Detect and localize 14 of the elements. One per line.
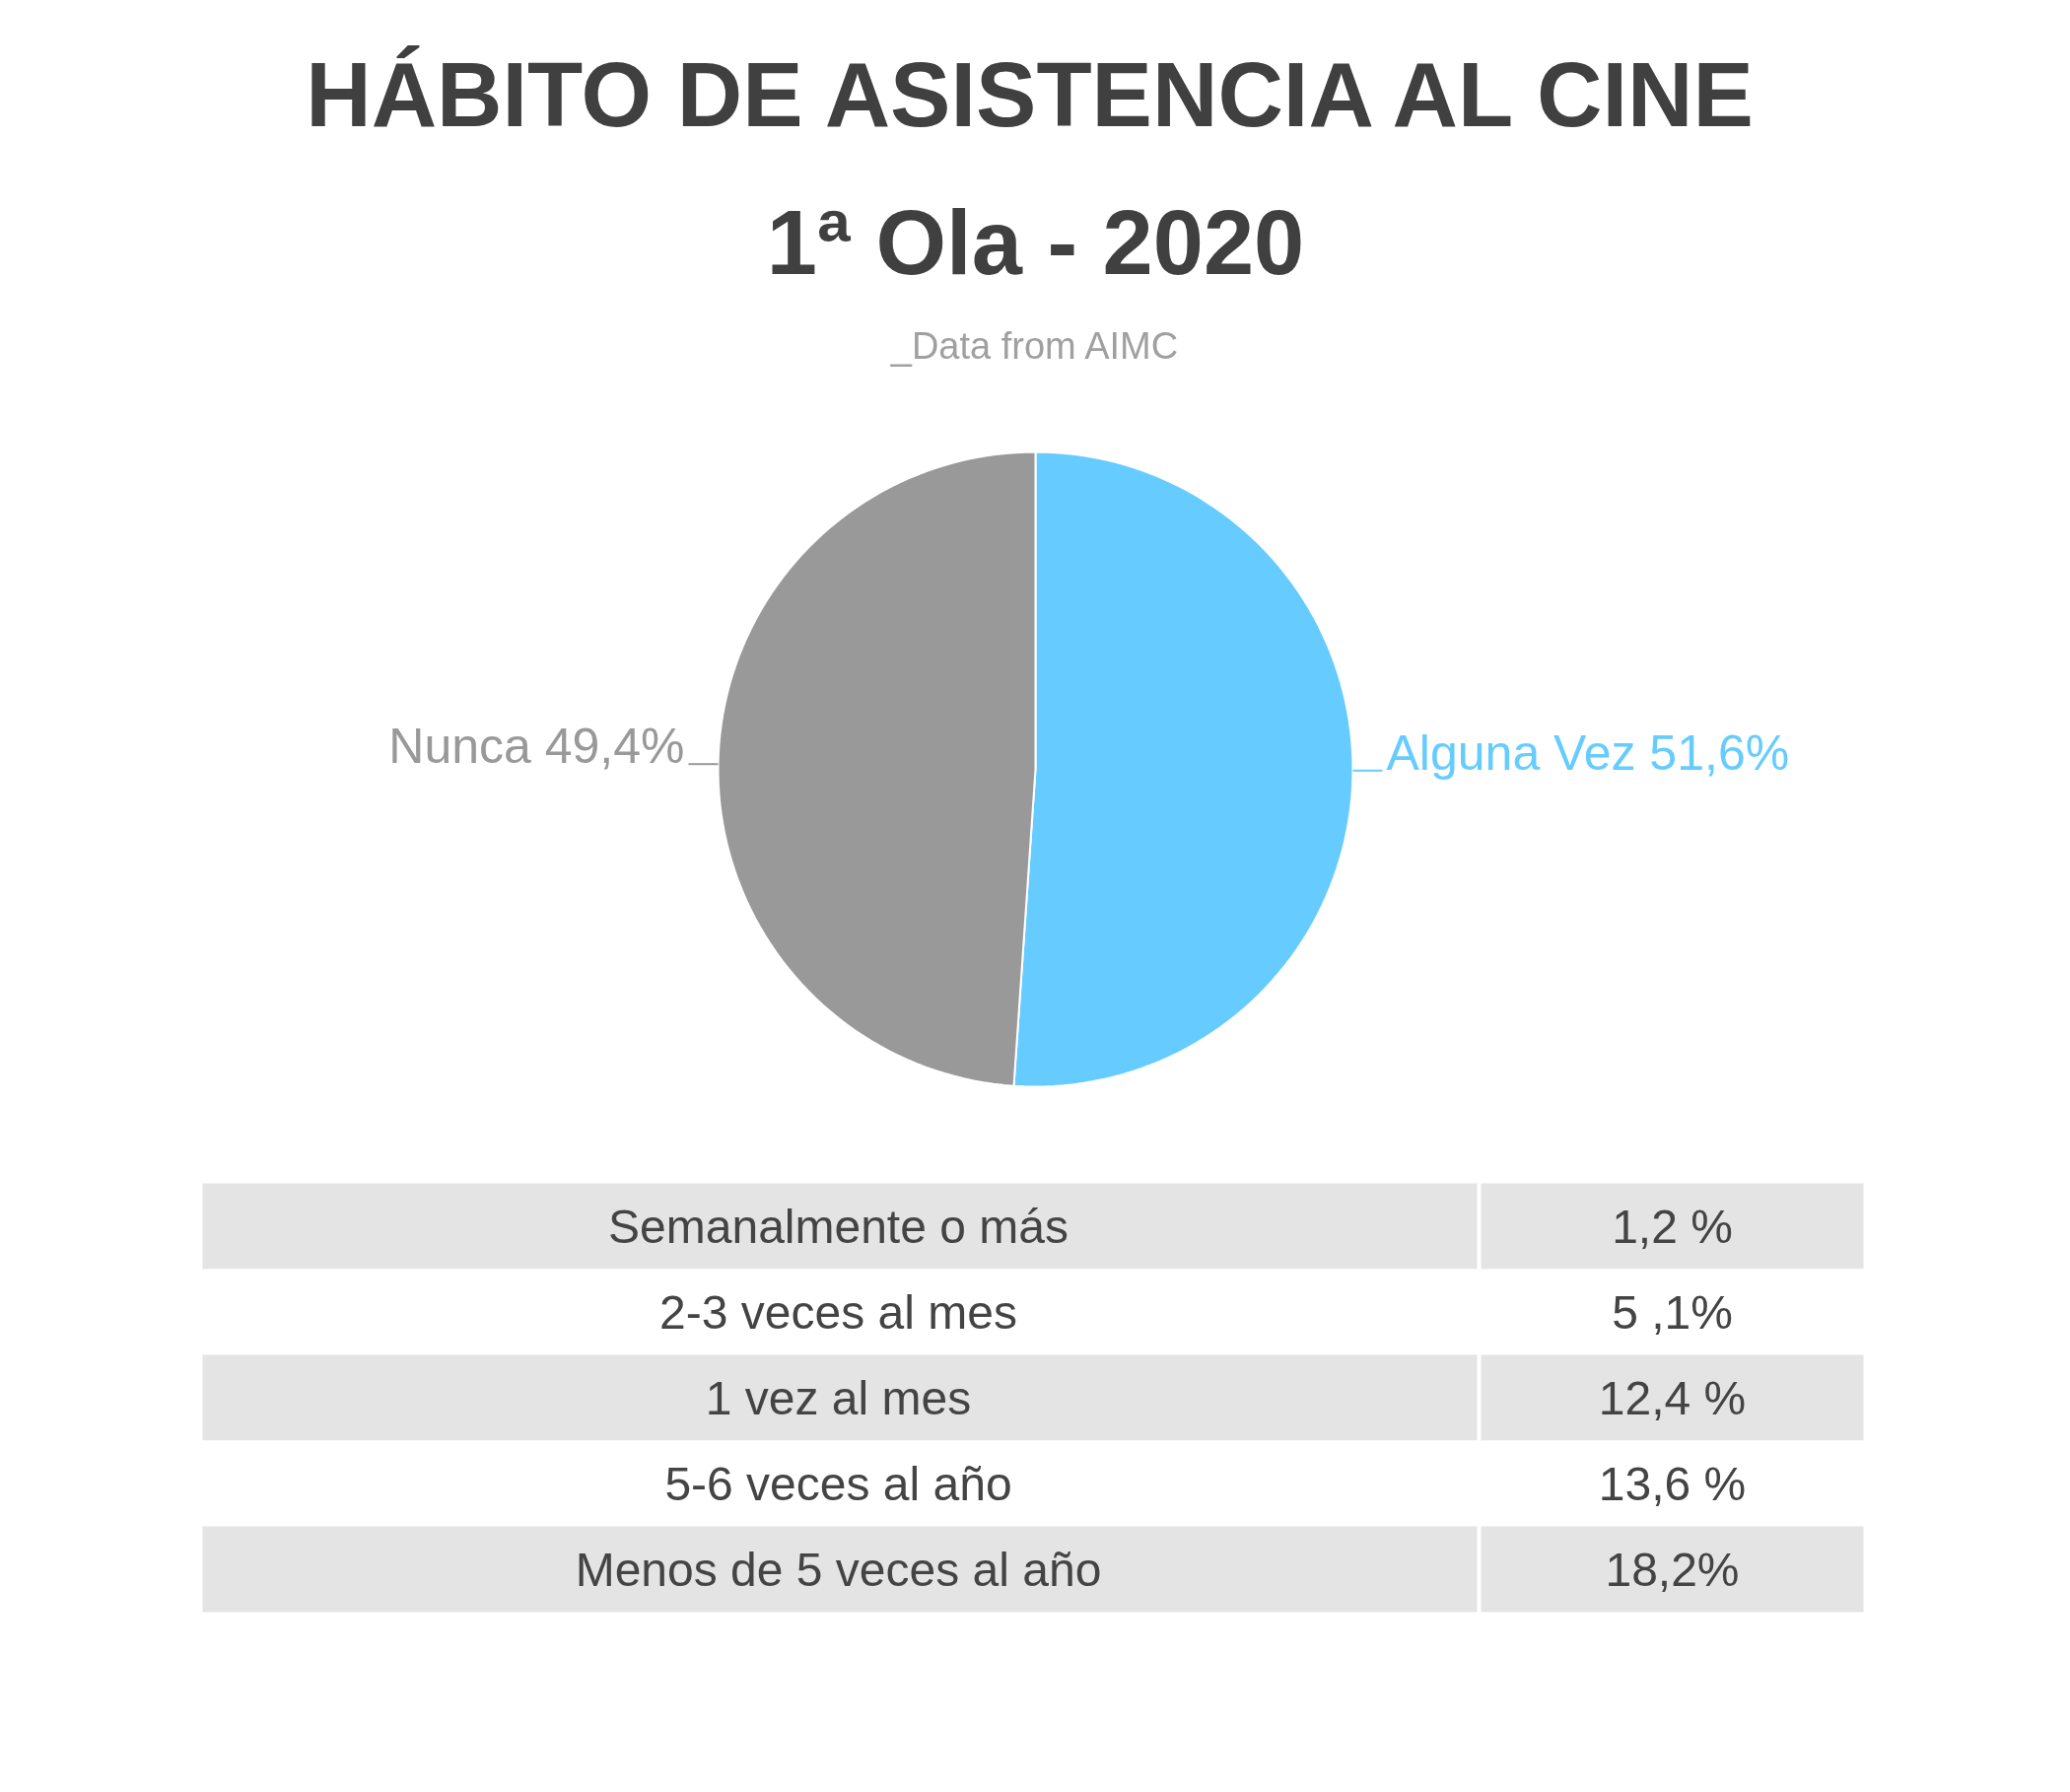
text: 12,4 % [1598, 1371, 1747, 1424]
chart-subtitle: _Data from AIMC [889, 324, 1179, 367]
slice-label: Alguna Vez 51,6% [1386, 724, 1790, 781]
category-label: Menos de 5 veces al año [575, 1543, 1102, 1596]
text: 18,2% [1605, 1543, 1740, 1596]
text: 5 ,1% [1612, 1285, 1733, 1339]
category-label: Semanalmente o más [608, 1200, 1069, 1253]
slice-label: Nunca 49,4% [388, 719, 685, 775]
category-label: 1 vez al mes [705, 1371, 972, 1424]
text: 13,6 % [1598, 1457, 1747, 1510]
chart-title: HÁBITO DE ASISTENCIA AL CINE 1ª Ola - 2020 [306, 43, 1754, 293]
text: 1,2 % [1612, 1200, 1733, 1253]
category-label: 5-6 veces al año [664, 1457, 1012, 1510]
category-label: 2-3 veces al mes [659, 1285, 1017, 1339]
